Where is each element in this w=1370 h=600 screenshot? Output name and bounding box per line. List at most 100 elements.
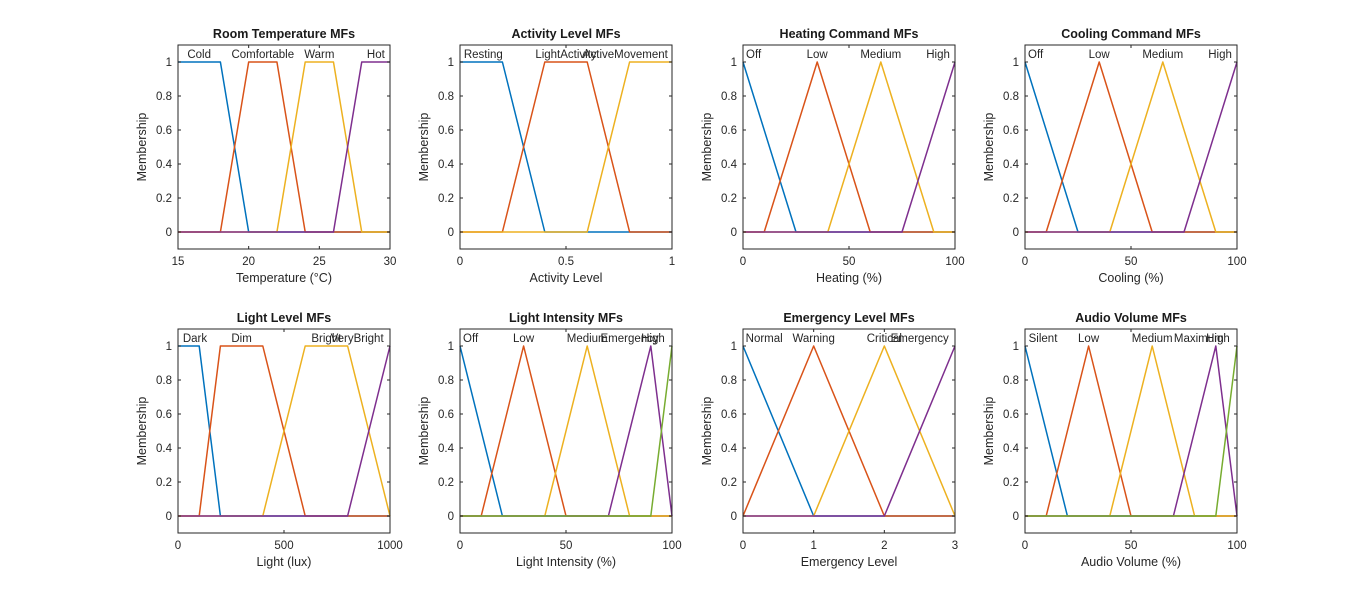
chart-3-ytick-label: 0.4	[721, 159, 738, 171]
chart-2-mf-label-resting: Resting	[464, 49, 503, 61]
chart-6-xlabel: Light Intensity (%)	[516, 555, 616, 569]
chart-1-ytick-label: 1	[166, 57, 172, 69]
chart-6-ytick-label: 0.2	[438, 477, 454, 489]
chart-2-xtick-label: 1	[669, 256, 675, 268]
chart-8-title: Audio Volume MFs	[1075, 311, 1187, 325]
chart-6-light-intensity-mfs: Light Intensity MFs 0 50 100 0 0.2 0.4 0.6 0.8 1 L…	[417, 311, 682, 569]
chart-3-mf-label-high: High	[926, 49, 950, 61]
chart-1-mf-label-cold: Cold	[187, 49, 211, 61]
chart-3-ytick-label: 0.2	[721, 193, 737, 205]
chart-1-ylabel: Membership	[135, 113, 149, 182]
chart-8-ytick-label: 1	[1013, 341, 1019, 353]
chart-4-ytick-label: 0	[1013, 227, 1019, 239]
chart-6-ytick-label: 0	[448, 511, 454, 523]
chart-2-ytick-label: 0	[448, 227, 454, 239]
chart-1-xtick-label: 25	[313, 256, 326, 268]
chart-5-ytick-label: 0.8	[156, 375, 172, 387]
chart-6-series-medium	[460, 345, 672, 517]
chart-5-mf-label-dark: Dark	[183, 333, 208, 345]
chart-3-mf-label-low: Low	[807, 49, 829, 61]
chart-8-ylabel: Membership	[982, 397, 996, 466]
chart-1-xtick-label: 20	[242, 256, 255, 268]
chart-3-series-low	[743, 61, 955, 233]
chart-2-xlabel: Activity Level	[530, 271, 603, 285]
chart-5-mf-label-dim: Dim	[231, 333, 251, 345]
chart-1-room-temperature-mfs: Room Temperature MFs 15 20 25 30 0 0.2 0.4 0.6 0.…	[135, 27, 396, 285]
chart-1-ytick-label: 0	[166, 227, 172, 239]
chart-4-series-high	[1025, 61, 1238, 233]
chart-7-ylabel: Membership	[700, 397, 714, 466]
chart-4-ytick-label: 0.6	[1003, 125, 1019, 137]
chart-3-series-off	[742, 61, 955, 233]
chart-6-ylabel: Membership	[417, 397, 431, 466]
chart-4-mf-label-medium: Medium	[1142, 49, 1183, 61]
chart-8-ytick-label: 0.4	[1003, 443, 1020, 455]
chart-4-axes-box	[1024, 44, 1238, 250]
chart-5-mf-label-verybright: VeryBright	[331, 333, 385, 345]
chart-8-mf-label-low: Low	[1078, 333, 1100, 345]
chart-6-ytick-label: 1	[448, 341, 454, 353]
chart-2-mf-label-activemovement: ActiveMovement	[583, 49, 669, 61]
chart-3-xtick-label: 50	[843, 256, 856, 268]
chart-5-title: Light Level MFs	[237, 311, 332, 325]
chart-4-cooling-command-mfs: Cooling Command MFs 0 50 100 0 0.2 0.4 0.6 0.8 1 C…	[982, 27, 1247, 285]
chart-6-mf-label-emergency: Emergency	[601, 333, 659, 345]
chart-2-axes-box	[459, 44, 673, 250]
chart-3-mf-label-off: Off	[746, 49, 762, 61]
chart-8-xtick-label: 50	[1125, 540, 1138, 552]
chart-1-mf-label-hot: Hot	[367, 49, 386, 61]
chart-3-axes-box	[742, 44, 956, 250]
chart-2-xtick-label: 0	[457, 256, 463, 268]
chart-5-ytick-label: 1	[166, 341, 172, 353]
chart-3-xtick-label: 100	[945, 256, 964, 268]
chart-8-ytick-label: 0.6	[1003, 409, 1019, 421]
chart-4-ytick-label: 0.2	[1003, 193, 1019, 205]
chart-7-xtick-label: 2	[881, 540, 887, 552]
chart-8-mf-label-high: High	[1206, 333, 1230, 345]
chart-1-mf-label-warm: Warm	[304, 49, 334, 61]
chart-1-axes-box	[177, 44, 391, 250]
chart-4-ylabel: Membership	[982, 113, 996, 182]
chart-3-title: Heating Command MFs	[780, 27, 919, 41]
chart-1-ytick-label: 0.8	[156, 91, 172, 103]
chart-4-xlabel: Cooling (%)	[1098, 271, 1163, 285]
chart-4-xtick-label: 50	[1125, 256, 1138, 268]
chart-5-ytick-label: 0.6	[156, 409, 172, 421]
chart-8-xlabel: Audio Volume (%)	[1081, 555, 1181, 569]
chart-2-ylabel: Membership	[417, 113, 431, 182]
chart-2-series-activemovement	[460, 61, 672, 233]
chart-3-xtick-label: 0	[740, 256, 746, 268]
chart-2-ytick-label: 0.4	[438, 159, 455, 171]
chart-5-xlabel: Light (lux)	[257, 555, 312, 569]
chart-2-series-lightactivity	[460, 61, 672, 233]
chart-4-ytick-label: 1	[1013, 57, 1019, 69]
chart-6-ytick-label: 0.8	[438, 375, 454, 387]
chart-4-series-low	[1025, 61, 1237, 233]
chart-3-series-high	[743, 61, 956, 233]
chart-1-series-hot	[178, 61, 390, 233]
chart-5-mf-label-bright: Bright	[311, 333, 342, 345]
chart-5-ytick-label: 0.4	[156, 443, 173, 455]
chart-2-xtick-label: 0.5	[558, 256, 574, 268]
chart-3-ylabel: Membership	[700, 113, 714, 182]
chart-8-mf-label-silent: Silent	[1029, 333, 1059, 345]
chart-2-ytick-label: 0.2	[438, 193, 454, 205]
chart-5-ylabel: Membership	[135, 397, 149, 466]
chart-7-ytick-label: 1	[731, 341, 737, 353]
chart-5-light-level-mfs: Light Level MFs 0 500 1000 0 0.2 0.4 0.6 0.8 1 Lig…	[135, 311, 403, 569]
chart-7-series-emergency	[743, 345, 956, 517]
chart-8-xtick-label: 100	[1227, 540, 1246, 552]
chart-4-mf-label-low: Low	[1089, 49, 1111, 61]
chart-6-mf-label-medium: Medium	[567, 333, 608, 345]
chart-3-ytick-label: 1	[731, 57, 737, 69]
chart-8-xtick-label: 0	[1022, 540, 1028, 552]
chart-6-ytick-label: 0.4	[438, 443, 455, 455]
chart-1-mf-label-comfortable: Comfortable	[231, 49, 294, 61]
chart-6-xtick-label: 50	[560, 540, 573, 552]
chart-5-series-verybright	[178, 345, 391, 517]
chart-2-mf-label-lightactivity: LightActivity	[535, 49, 597, 61]
chart-5-xtick-label: 500	[274, 540, 293, 552]
chart-8-series-medium	[1025, 345, 1237, 517]
chart-7-ytick-label: 0.8	[721, 375, 737, 387]
